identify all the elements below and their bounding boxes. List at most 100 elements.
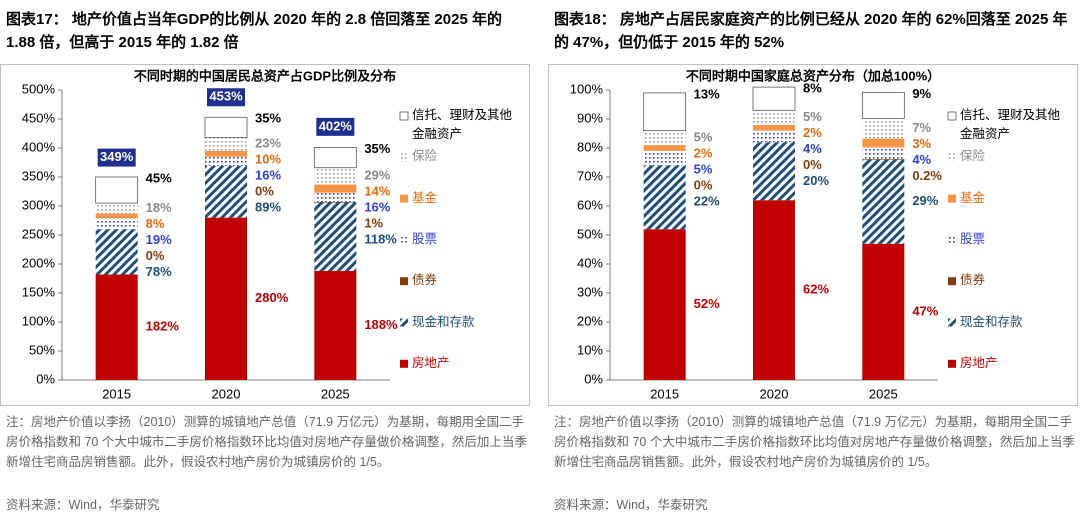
bar-segment	[643, 150, 686, 166]
legend-swatch	[400, 153, 408, 162]
legend-swatch	[947, 111, 957, 121]
y-tick-label: 80%	[577, 139, 603, 154]
legend-swatch	[948, 194, 956, 203]
value-label: 9%	[912, 86, 931, 101]
bar-segment	[314, 201, 357, 203]
value-label: 0%	[694, 177, 713, 192]
value-label: 188%	[364, 317, 398, 332]
legend-label: 股票	[412, 231, 438, 246]
value-label: 5%	[803, 109, 822, 124]
legend-entry: 基金	[960, 191, 985, 205]
value-label: 0%	[255, 184, 274, 199]
chart-title: 不同时期中国家庭总资产分布（加总100%）	[686, 68, 940, 83]
legend-swatch	[948, 153, 956, 162]
value-label: 16%	[255, 168, 281, 183]
bar-segment	[862, 159, 905, 160]
x-tick-label: 2020	[212, 386, 241, 401]
bar-segment	[314, 202, 357, 271]
y-tick-label: 100%	[570, 81, 604, 96]
bar-segment	[753, 130, 795, 143]
legend-entry: 债券	[960, 273, 986, 288]
bar-segment	[204, 116, 248, 138]
value-label: 4%	[803, 141, 822, 156]
legend-swatch	[400, 359, 408, 368]
bar-segment	[753, 142, 795, 201]
value-label: 47%	[912, 303, 938, 318]
bar-segment	[753, 200, 795, 380]
note: 注：房地产价值以李扬（2010）测算的城镇地产总值（71.9 万亿元）为基期，每…	[6, 415, 527, 469]
legend-swatch	[948, 277, 956, 286]
bar-segment	[862, 147, 905, 160]
value-label: 22%	[694, 193, 720, 208]
bar-segment	[643, 92, 687, 132]
value-label: 1%	[364, 216, 383, 231]
y-tick-label: 300%	[22, 197, 56, 212]
value-label: 29%	[912, 193, 938, 208]
legend-label: 房地产	[960, 355, 998, 370]
legend-label: 基金	[412, 190, 438, 205]
value-label: 14%	[364, 184, 390, 199]
y-tick-label: 500%	[22, 81, 56, 96]
value-label: 35%	[364, 141, 390, 156]
bar-segment	[313, 147, 357, 169]
total-label: 453%	[209, 89, 243, 104]
legend-entry: 股票	[960, 231, 986, 246]
value-label: 23%	[255, 136, 281, 151]
legend-label: 股票	[960, 231, 986, 246]
source: 资料来源：Wind，华泰研究	[6, 498, 160, 512]
legend-label: 房地产	[412, 355, 450, 370]
y-tick-label: 400%	[22, 139, 56, 154]
legend-label: 信托、理财及其他金融资产	[960, 108, 1061, 141]
value-label: 0%	[803, 157, 822, 172]
bar-segment	[95, 218, 138, 230]
value-label: 118%	[364, 232, 397, 247]
figure-panel: 图表18： 房地产占居民家庭资产的比例已经从 2020 年的 62%回落至 20…	[548, 0, 1078, 518]
bar-segment	[643, 130, 686, 146]
chart-frame	[548, 64, 1078, 406]
y-tick-label: 200%	[22, 255, 56, 270]
y-tick-label: 0%	[36, 371, 55, 386]
value-label: 2%	[694, 145, 713, 160]
value-label: 8%	[803, 81, 822, 96]
legend-entry: 现金和存款	[412, 315, 475, 329]
bar-segment	[314, 270, 357, 380]
y-tick-label: 50%	[577, 226, 603, 241]
bar-segment	[862, 159, 905, 244]
legend-swatch	[948, 359, 956, 368]
legend-entry: 房地产	[960, 355, 998, 370]
bar-segment	[95, 203, 138, 214]
bar-segment	[95, 274, 138, 380]
bar-segment	[862, 243, 905, 380]
bar-segment	[753, 110, 795, 125]
value-label: 20%	[803, 173, 829, 188]
bar-segment	[861, 91, 905, 119]
figure-title: 图表17： 地产价值占当年GDP的比例从 2020 年的 2.8 倍回落至 20…	[6, 11, 502, 51]
y-tick-label: 60%	[577, 197, 603, 212]
value-label: 29%	[364, 168, 390, 183]
legend-label: 债券	[960, 273, 986, 288]
y-tick-label: 30%	[577, 284, 603, 299]
legend-label: 债券	[412, 273, 438, 288]
bar-segment	[752, 86, 796, 111]
chart-title: 不同时期的中国居民总资产占GDP比例及分布	[134, 68, 396, 83]
total-label-box	[207, 88, 245, 107]
x-tick-label: 2020	[760, 386, 789, 401]
value-label: 16%	[364, 200, 390, 215]
bar-segment	[205, 150, 247, 157]
value-label: 182%	[146, 319, 180, 334]
value-label: 78%	[146, 264, 172, 279]
legend-swatch	[948, 318, 956, 327]
bar-segment	[95, 176, 139, 204]
bar-segment	[862, 138, 905, 148]
legend-swatch	[400, 235, 408, 244]
legend-swatch	[400, 277, 408, 286]
y-tick-label: 10%	[577, 342, 603, 357]
bar-segment	[95, 229, 138, 275]
chart: 不同时期的中国居民总资产占GDP比例及分布 0% 50% 100% 150% 200% 25…	[0, 64, 530, 406]
legend-swatch	[400, 194, 408, 203]
legend-label: 保险	[960, 149, 986, 164]
value-label: 7%	[912, 120, 931, 135]
value-label: 89%	[255, 200, 281, 215]
value-label: 280%	[255, 290, 289, 305]
value-label: 0%	[146, 248, 165, 263]
